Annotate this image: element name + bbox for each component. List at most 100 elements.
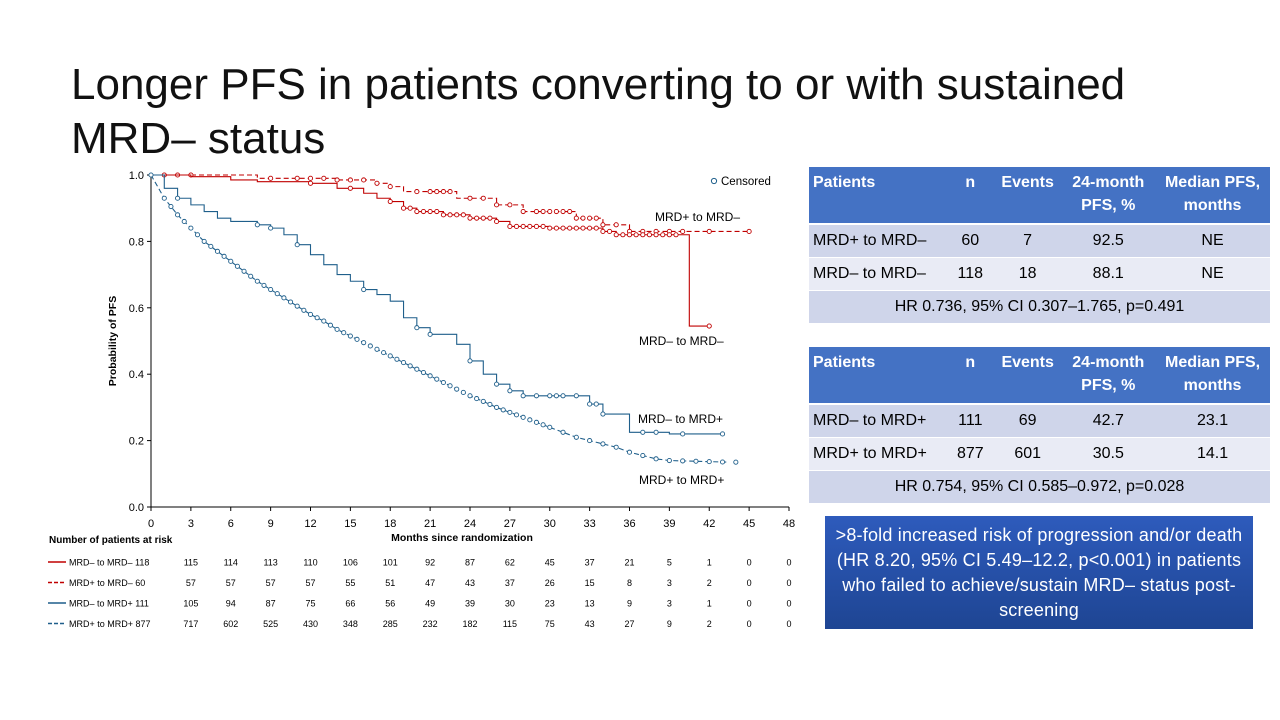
risk-count: 0: [747, 619, 752, 629]
series-line-1: [151, 174, 710, 327]
censor-marker: [254, 278, 260, 284]
censor-marker: [281, 295, 287, 301]
x-tick-label: 3: [188, 518, 194, 530]
cell-events: 7: [993, 223, 1062, 258]
censor-marker: [447, 212, 453, 218]
censor-marker: [573, 434, 579, 440]
x-tick-label: 27: [504, 518, 516, 530]
cell-24m-pfs: 88.1: [1061, 257, 1156, 291]
x-tick-label: 15: [344, 518, 356, 530]
risk-count: 57: [186, 578, 196, 588]
series-line-3: [150, 174, 730, 463]
table-row: MRD– to MRD– 118 18 88.1 NE: [809, 257, 1270, 291]
col-header-events: Events: [993, 167, 1062, 225]
y-tick-label: 0.4: [129, 369, 144, 381]
censor-marker: [334, 326, 340, 332]
risk-count: 9: [627, 599, 632, 609]
censor-marker: [361, 177, 367, 183]
censor-marker: [520, 208, 526, 215]
censor-marker: [573, 393, 579, 399]
risk-count: 0: [786, 578, 791, 588]
censor-marker: [294, 242, 300, 248]
censor-marker: [334, 177, 340, 183]
censor-marker: [653, 429, 659, 435]
series-label-1: MRD– to MRD–: [639, 334, 724, 348]
risk-count: 0: [786, 558, 791, 568]
risk-count: 47: [425, 578, 435, 588]
censor-marker: [407, 205, 413, 211]
cell-24m-pfs: 30.5: [1061, 437, 1156, 471]
censor-marker: [354, 336, 360, 342]
censor-marker: [387, 184, 393, 190]
x-tick-label: 9: [268, 518, 274, 530]
risk-count: 23: [545, 599, 555, 609]
censor-marker: [587, 225, 593, 231]
risk-count: 232: [423, 619, 438, 629]
risk-count: 30: [505, 599, 515, 609]
censor-marker: [680, 458, 686, 464]
risk-count: 87: [465, 558, 475, 568]
risk-count: 0: [786, 619, 791, 629]
censor-marker: [440, 212, 446, 218]
cell-patients: MRD– to MRD+: [809, 403, 947, 438]
x-tick-label: 48: [783, 518, 795, 530]
risk-count: 0: [747, 599, 752, 609]
censor-marker: [434, 376, 440, 382]
hazard-ratio-text: HR 0.736, 95% CI 0.307–1.765, p=0.491: [809, 290, 1270, 323]
cell-events: 601: [993, 437, 1062, 471]
censor-marker: [175, 212, 181, 218]
table-header-row: Patients n Events 24-month PFS, % Median…: [809, 347, 1270, 405]
censor-marker: [680, 228, 686, 234]
censor-marker: [487, 401, 493, 407]
censor-marker: [633, 232, 639, 238]
cell-median-pfs: 14.1: [1155, 437, 1270, 471]
censor-marker: [314, 315, 320, 321]
censor-marker: [268, 225, 274, 231]
risk-count: 115: [184, 558, 198, 568]
censor-marker: [420, 369, 427, 376]
censor-marker: [175, 195, 181, 201]
risk-callout-text: >8-fold increased risk of progression an…: [835, 524, 1243, 620]
censor-marker: [274, 291, 280, 297]
censor-marker: [367, 343, 373, 349]
censor-marker: [607, 228, 613, 234]
censor-marker: [148, 172, 154, 178]
censor-marker: [540, 422, 546, 428]
col-header-median-pfs: Median PFS, months: [1155, 167, 1270, 225]
table-footer-row: HR 0.754, 95% CI 0.585–0.972, p=0.028: [809, 470, 1270, 503]
risk-count: 1: [707, 558, 712, 568]
censor-marker: [414, 189, 420, 195]
risk-count: 94: [226, 599, 236, 609]
censor-marker: [573, 215, 579, 221]
censor-marker: [241, 268, 247, 274]
risk-count: 348: [343, 619, 358, 629]
censor-marker: [460, 389, 466, 396]
risk-count: 75: [545, 619, 555, 629]
series-line-0: [151, 174, 750, 232]
censor-marker: [666, 457, 672, 464]
censor-marker: [593, 225, 599, 231]
censor-marker: [626, 449, 633, 455]
censor-marker: [494, 218, 500, 225]
slide-title: Longer PFS in patients converting to or …: [71, 60, 1126, 163]
censor-marker: [294, 175, 300, 181]
y-tick-label: 0.0: [129, 502, 144, 514]
censor-marker: [268, 286, 274, 293]
table-row: MRD+ to MRD– 60 7 92.5 NE: [809, 223, 1270, 258]
risk-count: 285: [383, 619, 398, 629]
censor-marker: [560, 225, 566, 231]
cell-n: 111: [946, 403, 994, 438]
censor-marker: [646, 232, 652, 238]
cell-median-pfs: NE: [1155, 257, 1270, 291]
risk-count: 105: [183, 599, 198, 609]
cell-patients: MRD– to MRD–: [809, 257, 947, 291]
x-tick-label: 45: [743, 518, 755, 530]
censor-marker: [434, 208, 440, 215]
cell-patients: MRD+ to MRD+: [809, 437, 947, 471]
censor-marker: [454, 386, 460, 392]
censor-marker: [400, 360, 407, 366]
censor-marker: [387, 199, 393, 205]
censor-marker: [347, 177, 353, 183]
censor-marker: [706, 459, 712, 465]
censor-marker: [228, 258, 234, 264]
